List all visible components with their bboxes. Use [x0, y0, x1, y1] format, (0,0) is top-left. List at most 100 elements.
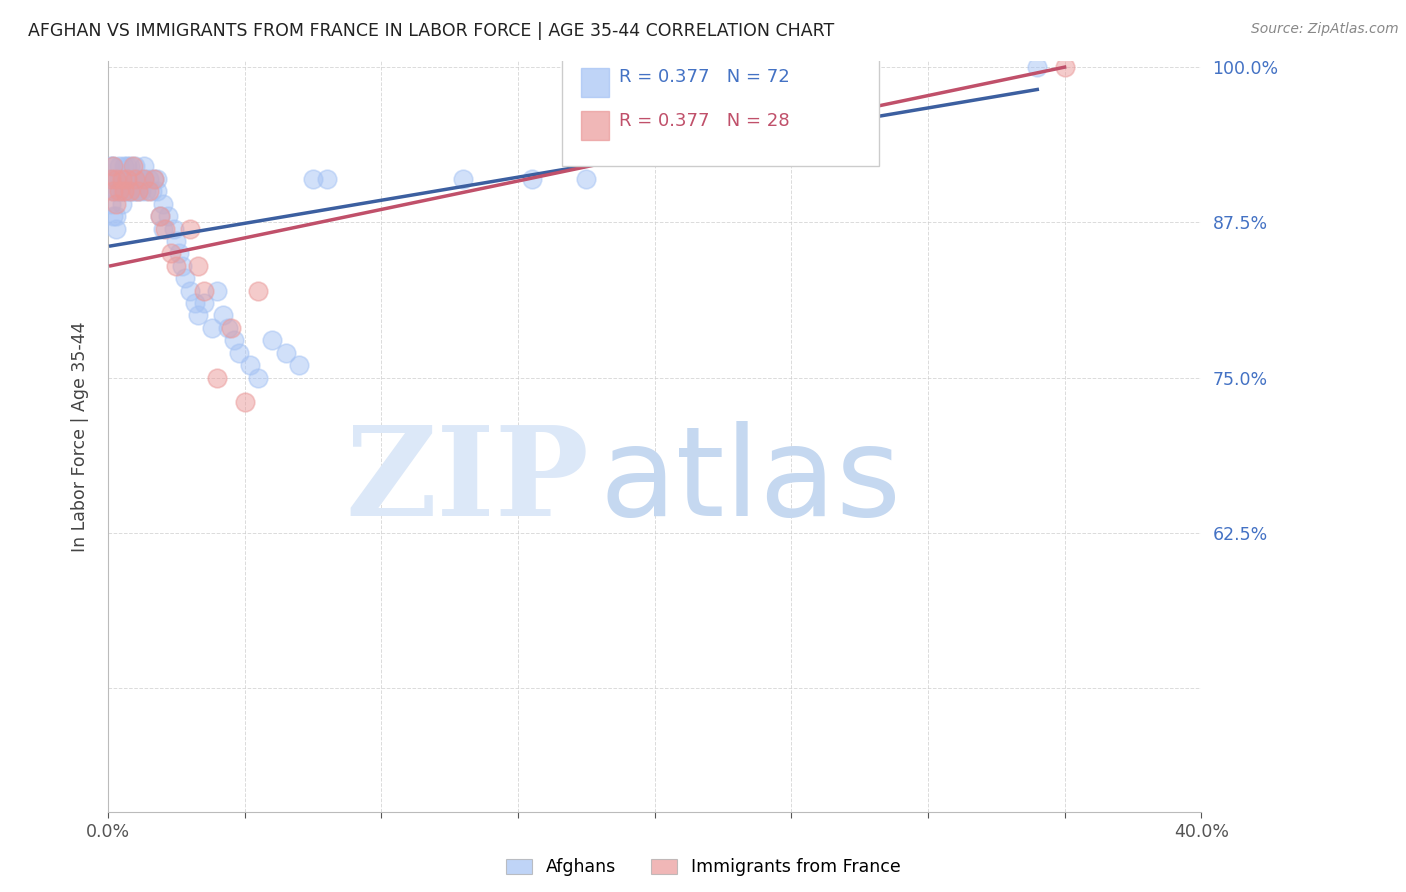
- Point: [135, 184, 157, 198]
- Point: [157, 209, 180, 223]
- Point: [100, 172, 122, 186]
- Point: [118, 160, 141, 174]
- Point: [115, 184, 138, 198]
- Point: [105, 184, 128, 198]
- Point: [100, 160, 122, 174]
- Point: [105, 209, 128, 223]
- Point: [115, 172, 138, 186]
- Point: [167, 246, 190, 260]
- Point: [100, 196, 122, 211]
- Point: [149, 209, 172, 223]
- Point: [105, 221, 128, 235]
- Point: [121, 184, 143, 198]
- Point: [222, 334, 245, 348]
- Point: [152, 221, 174, 235]
- Point: [124, 172, 146, 186]
- Point: [127, 172, 149, 186]
- Point: [103, 209, 125, 223]
- Point: [228, 345, 250, 359]
- Text: ZIP: ZIP: [346, 421, 589, 542]
- Point: [103, 184, 125, 198]
- Point: [108, 172, 131, 186]
- Point: [155, 221, 177, 235]
- Y-axis label: In Labor Force | Age 35-44: In Labor Force | Age 35-44: [72, 321, 89, 552]
- Point: [105, 172, 128, 186]
- Point: [260, 334, 283, 348]
- Point: [115, 160, 138, 174]
- Point: [193, 284, 215, 298]
- Text: atlas: atlas: [600, 421, 903, 542]
- Point: [121, 172, 143, 186]
- Point: [111, 196, 134, 211]
- Point: [118, 172, 141, 186]
- Legend: Afghans, Immigrants from France: Afghans, Immigrants from France: [499, 852, 907, 883]
- Point: [111, 184, 134, 198]
- Point: [274, 345, 297, 359]
- Point: [143, 172, 166, 186]
- Point: [165, 259, 187, 273]
- Point: [108, 160, 131, 174]
- Point: [207, 370, 229, 384]
- Point: [219, 321, 242, 335]
- Point: [124, 172, 146, 186]
- Point: [127, 184, 149, 198]
- Point: [115, 172, 138, 186]
- Point: [1053, 60, 1076, 74]
- Point: [129, 184, 152, 198]
- Point: [187, 309, 209, 323]
- Point: [302, 172, 325, 186]
- Point: [179, 221, 201, 235]
- Point: [118, 184, 141, 198]
- Point: [138, 184, 160, 198]
- Point: [288, 358, 311, 372]
- Point: [103, 184, 125, 198]
- Point: [239, 358, 262, 372]
- Point: [108, 184, 131, 198]
- Point: [141, 184, 163, 198]
- Point: [173, 271, 195, 285]
- Point: [152, 196, 174, 211]
- Point: [103, 160, 125, 174]
- Point: [165, 234, 187, 248]
- Point: [162, 221, 184, 235]
- Point: [118, 184, 141, 198]
- Point: [179, 284, 201, 298]
- Point: [132, 172, 155, 186]
- Point: [111, 172, 134, 186]
- Point: [132, 172, 155, 186]
- Text: R = 0.377   N = 72: R = 0.377 N = 72: [619, 69, 789, 87]
- Bar: [582, 112, 609, 140]
- Point: [124, 160, 146, 174]
- Point: [127, 184, 149, 198]
- Point: [233, 395, 256, 409]
- Point: [520, 172, 543, 186]
- Point: [1026, 60, 1049, 74]
- Point: [103, 160, 125, 174]
- Text: AFGHAN VS IMMIGRANTS FROM FRANCE IN LABOR FORCE | AGE 35-44 CORRELATION CHART: AFGHAN VS IMMIGRANTS FROM FRANCE IN LABO…: [28, 22, 834, 40]
- Bar: [582, 69, 609, 97]
- Point: [207, 284, 229, 298]
- Point: [315, 172, 337, 186]
- Point: [112, 184, 135, 198]
- Point: [149, 209, 172, 223]
- Point: [575, 172, 598, 186]
- Text: R = 0.377   N = 28: R = 0.377 N = 28: [619, 112, 789, 130]
- Point: [112, 160, 135, 174]
- Point: [193, 296, 215, 310]
- Point: [146, 184, 169, 198]
- Point: [112, 172, 135, 186]
- Point: [108, 184, 131, 198]
- Point: [160, 246, 183, 260]
- Point: [111, 172, 134, 186]
- Point: [247, 284, 270, 298]
- Point: [217, 321, 239, 335]
- Point: [201, 321, 224, 335]
- Point: [105, 196, 128, 211]
- FancyBboxPatch shape: [562, 57, 879, 166]
- Text: Source: ZipAtlas.com: Source: ZipAtlas.com: [1251, 22, 1399, 37]
- Point: [453, 172, 475, 186]
- Point: [105, 172, 128, 186]
- Point: [170, 259, 193, 273]
- Point: [211, 309, 233, 323]
- Point: [112, 184, 135, 198]
